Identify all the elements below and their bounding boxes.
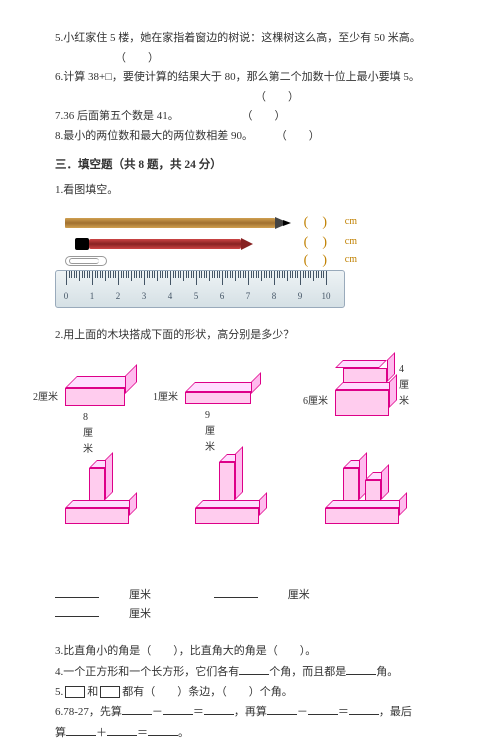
q6-e: 。 [178, 727, 189, 739]
block2-w: 9厘米 [205, 408, 215, 456]
blank-2[interactable] [214, 586, 258, 598]
q4-c: 角。 [376, 666, 398, 678]
section3-q5: 5. 和 都有（ ）条边，（ ）个角。 [55, 684, 445, 702]
block1-w: 8厘米 [83, 410, 93, 458]
clip-row [65, 254, 315, 268]
section-3-title: 三．填空题（共 8 题，共 24 分） [55, 156, 445, 174]
q6-c: ，最后 [379, 706, 412, 718]
ruler-figure: ( ) cm ( ) cm ( ) cm 012345678910 [55, 214, 445, 309]
cm-1: cm [345, 214, 357, 230]
q6-a: 6.78-27，先算 [55, 706, 122, 718]
q6-plus: ＋ [96, 727, 107, 739]
block3-h2: 6厘米 [303, 394, 328, 410]
brace-3: ( ) [304, 250, 327, 272]
q4-blank2[interactable] [346, 663, 376, 675]
q6-d: 算 [55, 727, 66, 739]
q6-b4[interactable] [267, 703, 297, 715]
question-5: 5.小红家住 5 楼，她在家指着窗边的树说：这棵树这么高，至少有 50 米高。 [55, 30, 445, 48]
paren-8: （ ） [276, 128, 320, 146]
q5-b: 和 [87, 686, 98, 698]
unit-1: 厘米 [129, 589, 151, 601]
section3-q4: 4.一个正方形和一个长方形，它们各有 个角，而且都是 角。 [55, 663, 445, 682]
q4-b: 个角，而且都是 [269, 666, 346, 678]
block3-h1: 4厘米 [399, 362, 409, 410]
q6-b9[interactable] [148, 724, 178, 736]
blocks-figure: 2厘米 8厘米 1厘米 9厘米 4厘米 6厘米 [55, 358, 425, 458]
question-6-paren: （ ） [255, 89, 445, 107]
pencil-row [65, 214, 315, 232]
q6-b5[interactable] [308, 703, 338, 715]
question-8: 8.最小的两位数和最大的两位数相差 90。 （ ） [55, 128, 445, 146]
answer-row: 厘米 厘米 厘米 [55, 586, 445, 623]
section3-q6: 6.78-27，先算 － ＝ ，再算 － ＝ ，最后 [55, 703, 445, 722]
question-7: 7.36 后面第五个数是 41。 （ ） [55, 108, 445, 126]
crayon-row [65, 236, 315, 252]
q6-b6[interactable] [349, 703, 379, 715]
q4-blank1[interactable] [239, 663, 269, 675]
paren-7: （ ） [242, 108, 286, 126]
stacks-figure [55, 468, 425, 568]
question-5-paren: （ ） [115, 50, 445, 68]
q5-a: 5. [55, 686, 63, 698]
section3-q1: 1.看图填空。 [55, 182, 445, 200]
q7-text: 7.36 后面第五个数是 41。 [55, 110, 179, 122]
cm-2: cm [345, 234, 357, 250]
q6-b1[interactable] [122, 703, 152, 715]
unit-2: 厘米 [288, 589, 310, 601]
q6-b: ，再算 [234, 706, 267, 718]
cm-3: cm [345, 252, 357, 268]
blank-1[interactable] [55, 586, 99, 598]
box-2 [100, 686, 120, 698]
q4-a: 4.一个正方形和一个长方形，它们各有 [55, 666, 239, 678]
question-6: 6.计算 38+□，要使计算的结果大于 80，那么第二个加数十位上最小要填 5。 [55, 69, 445, 87]
section3-q2: 2.用上面的木块搭成下面的形状，高分别是多少？ [55, 327, 445, 345]
q6-b7[interactable] [66, 724, 96, 736]
block2-h: 1厘米 [153, 390, 178, 406]
q6-b2[interactable] [163, 703, 193, 715]
paren-6: （ ） [255, 89, 299, 107]
q6-eq: ＝ [193, 706, 204, 718]
ruler-body: 012345678910 [55, 270, 345, 308]
blank-3[interactable] [55, 605, 99, 617]
unit-3: 厘米 [129, 608, 151, 620]
q6-b3[interactable] [204, 703, 234, 715]
box-1 [65, 686, 85, 698]
section3-q6-line2: 算 ＋ ＝ 。 [55, 724, 445, 742]
q6-eq3: ＝ [137, 727, 148, 739]
q6-eq2: ＝ [338, 706, 349, 718]
block1-h: 2厘米 [33, 390, 58, 406]
q5-c: 都有（ ）条边，（ ）个角。 [122, 686, 293, 698]
q6-minus: － [152, 706, 163, 718]
q8-text: 8.最小的两位数和最大的两位数相差 90。 [55, 130, 253, 142]
section3-q3: 3.比直角小的角是（ ），比直角大的角是（ ）。 [55, 643, 445, 661]
q6-minus2: － [297, 706, 308, 718]
q6-b8[interactable] [107, 724, 137, 736]
